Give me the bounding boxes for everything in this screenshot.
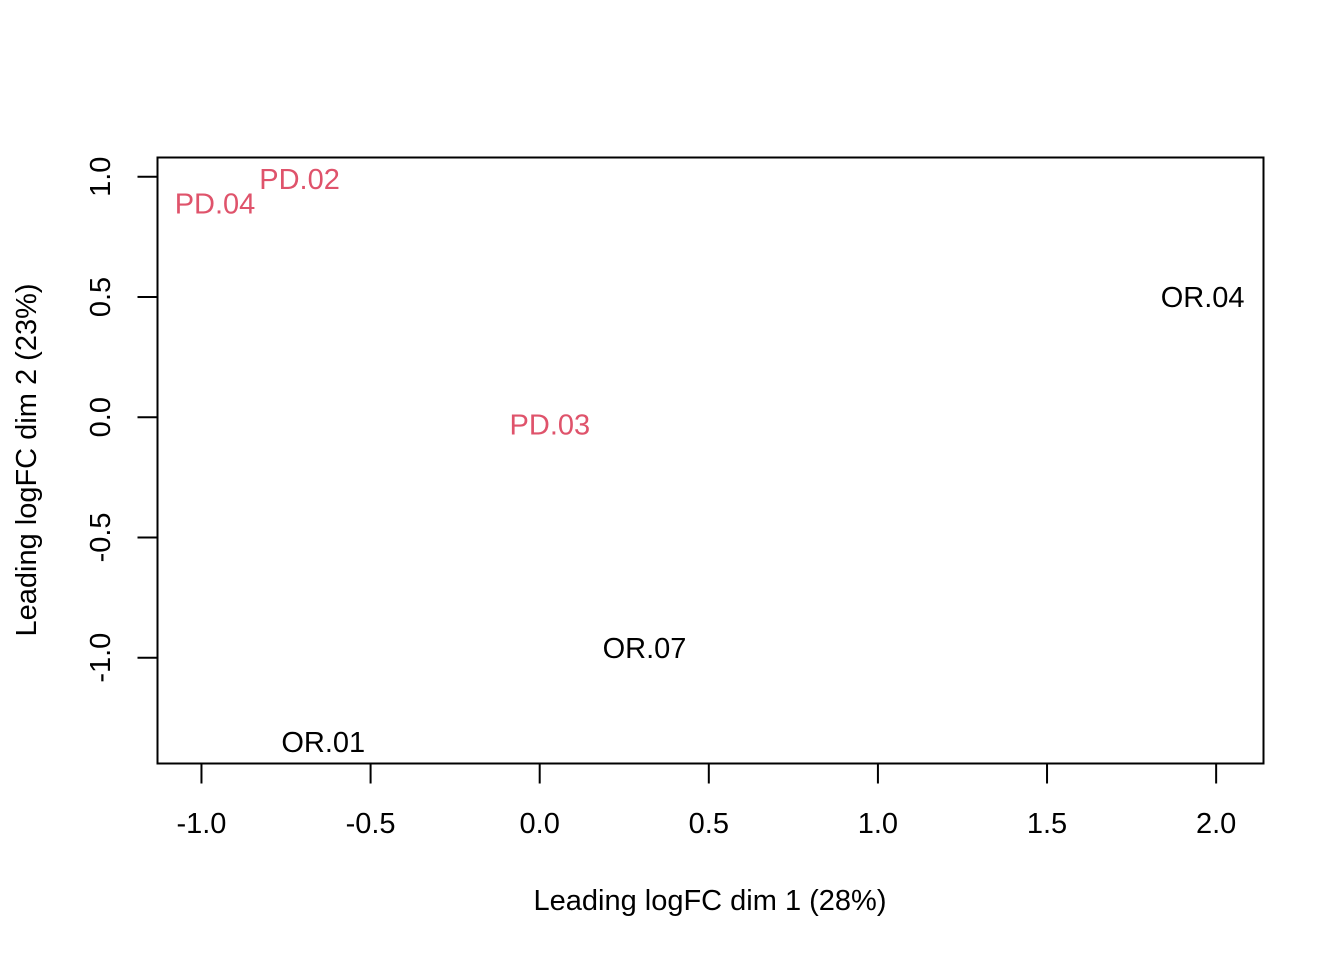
point-label-or-07: OR.07	[603, 633, 687, 665]
x-tick-label: -0.5	[346, 808, 396, 840]
y-axis: -1.0 -0.5 0.0 0.5 1.0	[85, 157, 159, 683]
x-tick-label: 1.5	[1027, 808, 1067, 840]
point-label-pd-04: PD.04	[175, 188, 256, 220]
point-label-pd-02: PD.02	[259, 164, 340, 196]
x-axis-label: Leading logFC dim 1 (28%)	[533, 885, 886, 917]
x-axis: -1.0 -0.5 0.0 0.5 1.0 1.5 2.0	[176, 762, 1236, 840]
y-tick-label: -0.5	[85, 512, 117, 562]
x-tick-label: 0.5	[689, 808, 729, 840]
y-tick-label: 1.0	[85, 157, 117, 197]
point-label-or-04: OR.04	[1161, 282, 1245, 314]
point-label-pd-03: PD.03	[510, 409, 591, 441]
x-tick-label: 0.0	[520, 808, 560, 840]
point-label-or-01: OR.01	[281, 727, 365, 759]
y-axis-label: Leading logFC dim 2 (23%)	[11, 283, 43, 636]
y-tick-label: 0.0	[85, 397, 117, 437]
x-tick-label: 2.0	[1196, 808, 1236, 840]
plot-frame	[156, 156, 1265, 765]
y-tick-label: -1.0	[85, 633, 117, 683]
y-tick-label: 0.5	[85, 277, 117, 317]
x-tick-label: -1.0	[176, 808, 226, 840]
x-tick-label: 1.0	[858, 808, 898, 840]
